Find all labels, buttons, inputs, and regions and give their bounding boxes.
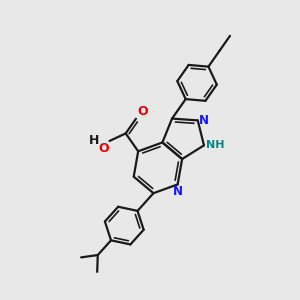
Text: O: O [137, 105, 148, 118]
Text: H: H [89, 134, 100, 148]
Text: N: N [199, 114, 209, 127]
Text: N: N [173, 185, 183, 198]
Text: NH: NH [206, 140, 224, 150]
Text: O: O [98, 142, 109, 155]
